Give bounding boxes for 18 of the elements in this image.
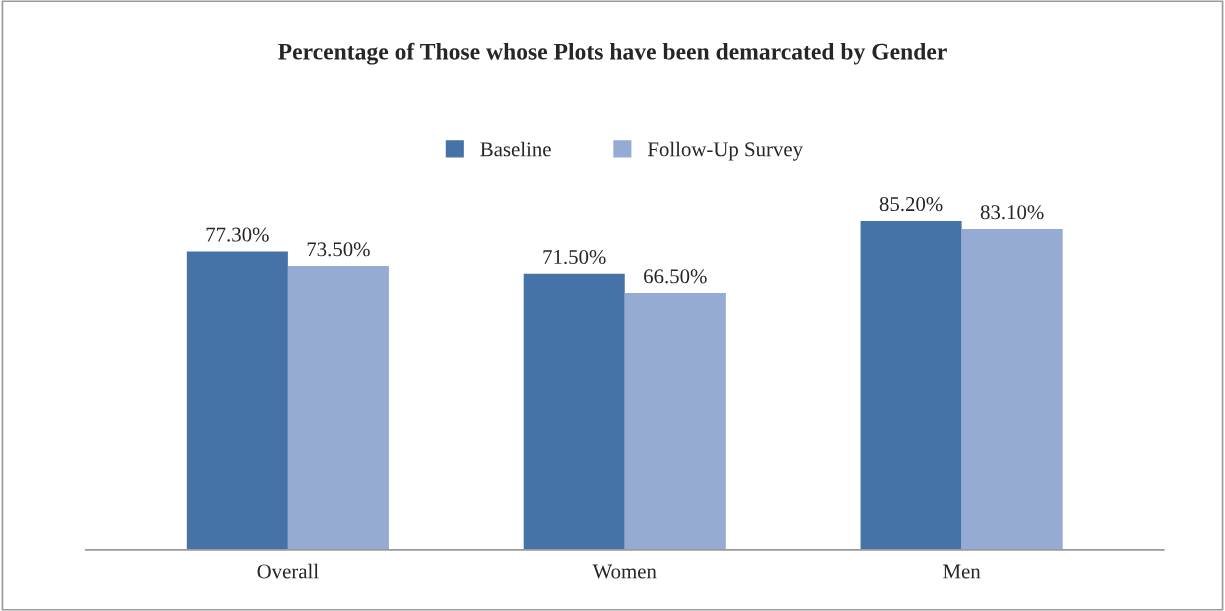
legend-label: Follow-Up Survey [647, 141, 803, 161]
bar [624, 293, 726, 550]
data-label: 77.30% [206, 227, 269, 242]
x-tick-label: Women [592, 564, 657, 579]
bar [186, 251, 288, 550]
data-label: 73.50% [307, 242, 370, 257]
data-label: 71.50% [543, 249, 606, 265]
chart-title: Percentage of Those whose Plots have been demarcated by Gender [278, 42, 947, 65]
data-label: 83.10% [980, 205, 1044, 220]
legend-label: Baseline [480, 141, 551, 157]
x-tick-label: Overall [257, 563, 319, 579]
bar [287, 266, 389, 550]
data-label: 66.50% [644, 269, 707, 284]
x-tick-label: Men [943, 564, 981, 579]
bar [961, 229, 1063, 550]
data-label: 85.20% [879, 197, 943, 212]
bar [860, 220, 962, 550]
bar [523, 273, 625, 550]
